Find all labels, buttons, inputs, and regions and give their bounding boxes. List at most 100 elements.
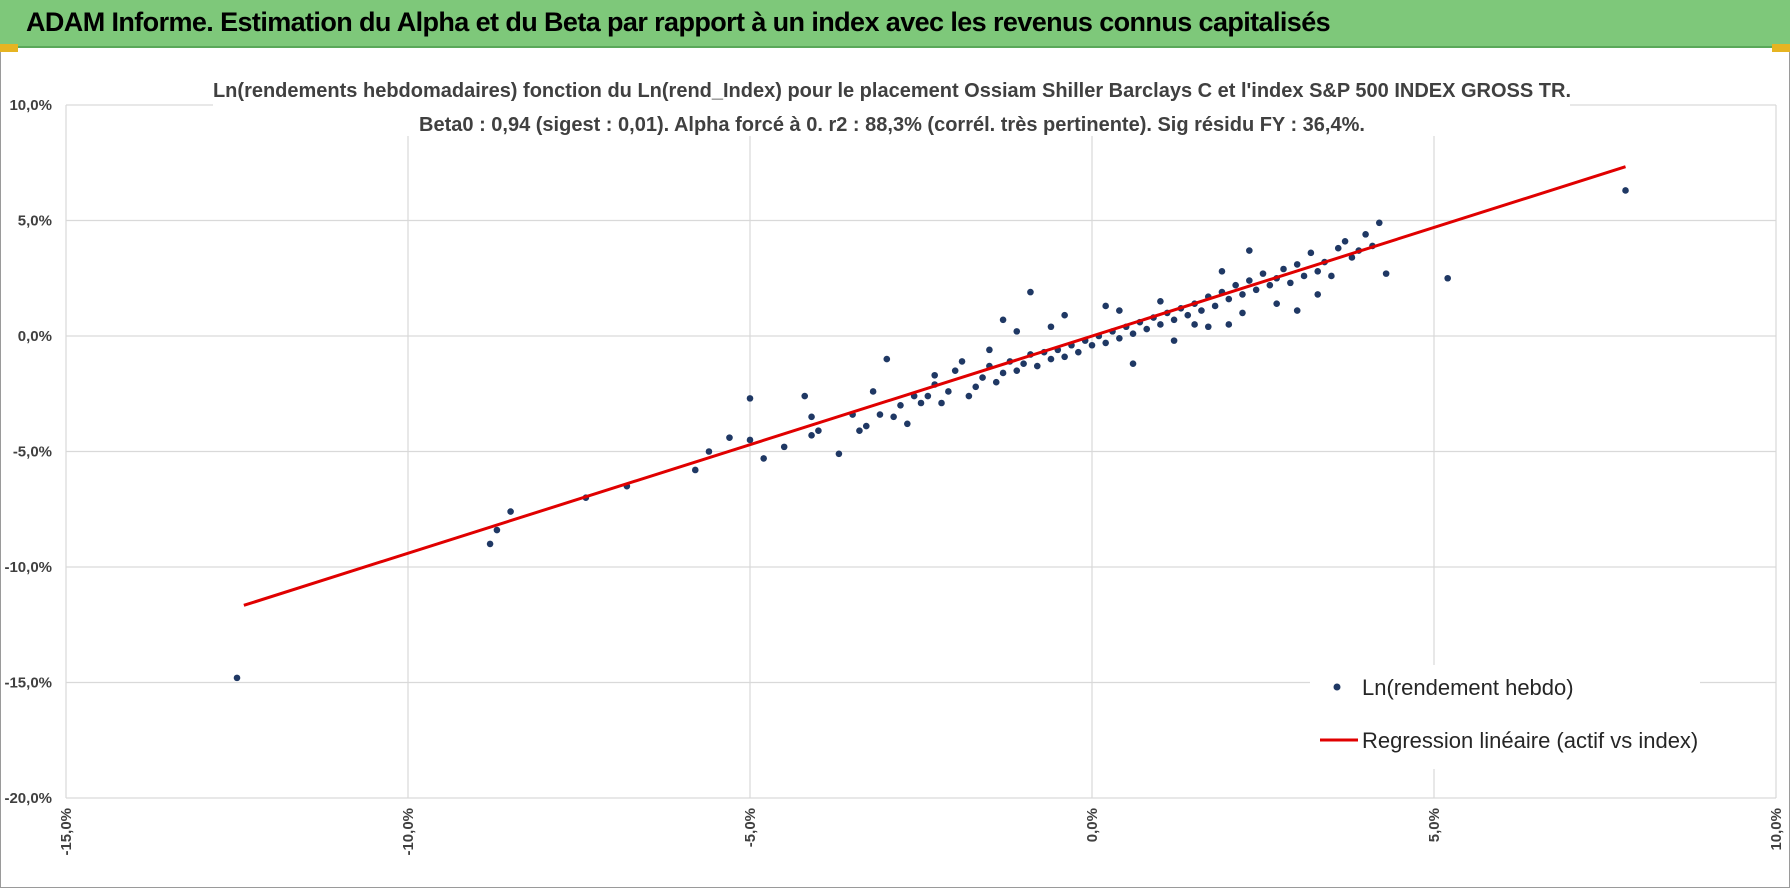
axis-ticks: 10,0% 5,0% 0,0% -5,0% -10,0% -15,0% -20,0% -15,… [4,97,1785,856]
corner-mark-left [0,44,18,52]
data-point [876,411,884,418]
data-point [705,448,713,455]
data-point [691,466,699,474]
data-point [1102,302,1109,310]
data-point [999,369,1007,377]
data-point [1129,360,1137,368]
data-point [1191,321,1198,328]
data-point [233,674,241,682]
data-point [1102,339,1109,347]
data-point [1307,249,1315,257]
data-point [808,432,815,439]
data-point [897,402,904,409]
data-point [746,395,754,402]
data-point [1239,291,1246,298]
data-point [1013,367,1021,374]
data-point [1348,254,1356,261]
data-point [1033,362,1041,370]
data-point [965,392,973,400]
data-point [1143,325,1151,333]
data-point [1184,311,1192,319]
y-tick-label: -20,0% [4,790,52,807]
data-point [945,388,952,395]
y-tick-label: -5,0% [13,444,52,461]
data-point [1198,307,1205,314]
legend: Ln(rendement hebdo) Regression linéaire … [1310,665,1700,769]
chart-series [233,165,1629,682]
data-point [1382,270,1390,277]
data-point [992,378,1000,386]
data-point [1061,353,1068,361]
data-point [780,443,788,451]
data-point [1116,307,1123,314]
header-bar: ADAM Informe. Estimation du Alpha et du … [0,0,1790,48]
data-point [917,399,925,407]
x-tick-label: 5,0% [1426,808,1443,842]
chart-title: Ln(rendements hebdomadaires) fonction du… [213,72,1571,136]
legend-marker-points [1333,683,1341,691]
data-point [1170,337,1178,344]
data-point [1362,231,1369,238]
data-point [924,392,932,400]
data-point [1061,311,1068,319]
x-tick-label: -5,0% [742,808,759,847]
data-point [1246,277,1253,284]
x-tick-label: -15,0% [58,808,75,856]
data-point [1218,268,1226,275]
data-point [869,388,877,395]
data-point [1334,244,1342,252]
data-point [1328,272,1335,280]
data-point [815,427,822,435]
data-point [1293,307,1301,314]
data-point [835,450,843,458]
data-point [979,374,986,381]
data-point [1047,323,1055,331]
data-point [999,316,1007,324]
legend-label-points: Ln(rendement hebdo) [1362,675,1574,700]
x-tick-label: 10,0% [1768,808,1785,851]
data-point [931,371,938,379]
data-point [1013,328,1021,335]
data-point [1280,265,1287,273]
data-point [951,367,959,374]
data-point [986,346,993,354]
y-tick-label: -15,0% [4,675,52,692]
data-point [1232,281,1239,289]
data-point [1027,288,1034,296]
data-point [1088,341,1096,349]
data-point [1204,323,1212,331]
data-point [1314,268,1322,275]
data-point [1273,300,1280,307]
data-point [856,427,863,435]
data-point [1239,309,1246,317]
data-point [1375,219,1383,227]
chart-title-line-1: Ln(rendements hebdomadaires) fonction du… [213,80,1571,102]
data-point [1225,295,1233,303]
data-point [883,355,891,363]
y-tick-label: -10,0% [4,559,52,576]
page-title: ADAM Informe. Estimation du Alpha et du … [26,7,1331,37]
data-point [972,383,980,391]
data-point [1157,321,1164,328]
y-tick-label: 0,0% [18,328,52,345]
data-point [1129,330,1137,337]
data-point [1444,274,1451,282]
regression-line [243,165,1626,607]
data-point [1075,348,1082,356]
data-point [1116,335,1123,342]
data-point [486,540,494,548]
data-point [801,392,809,400]
data-point [746,436,754,444]
x-tick-label: -10,0% [400,808,417,856]
x-tick-label: 0,0% [1084,808,1101,842]
data-point [1246,247,1253,254]
data-point [1170,316,1178,324]
data-point [862,422,870,430]
data-point [1252,286,1260,294]
data-point [1211,302,1219,310]
data-point [1293,261,1301,268]
data-point [1225,321,1233,328]
data-point [1314,291,1322,298]
data-point [1622,187,1629,194]
